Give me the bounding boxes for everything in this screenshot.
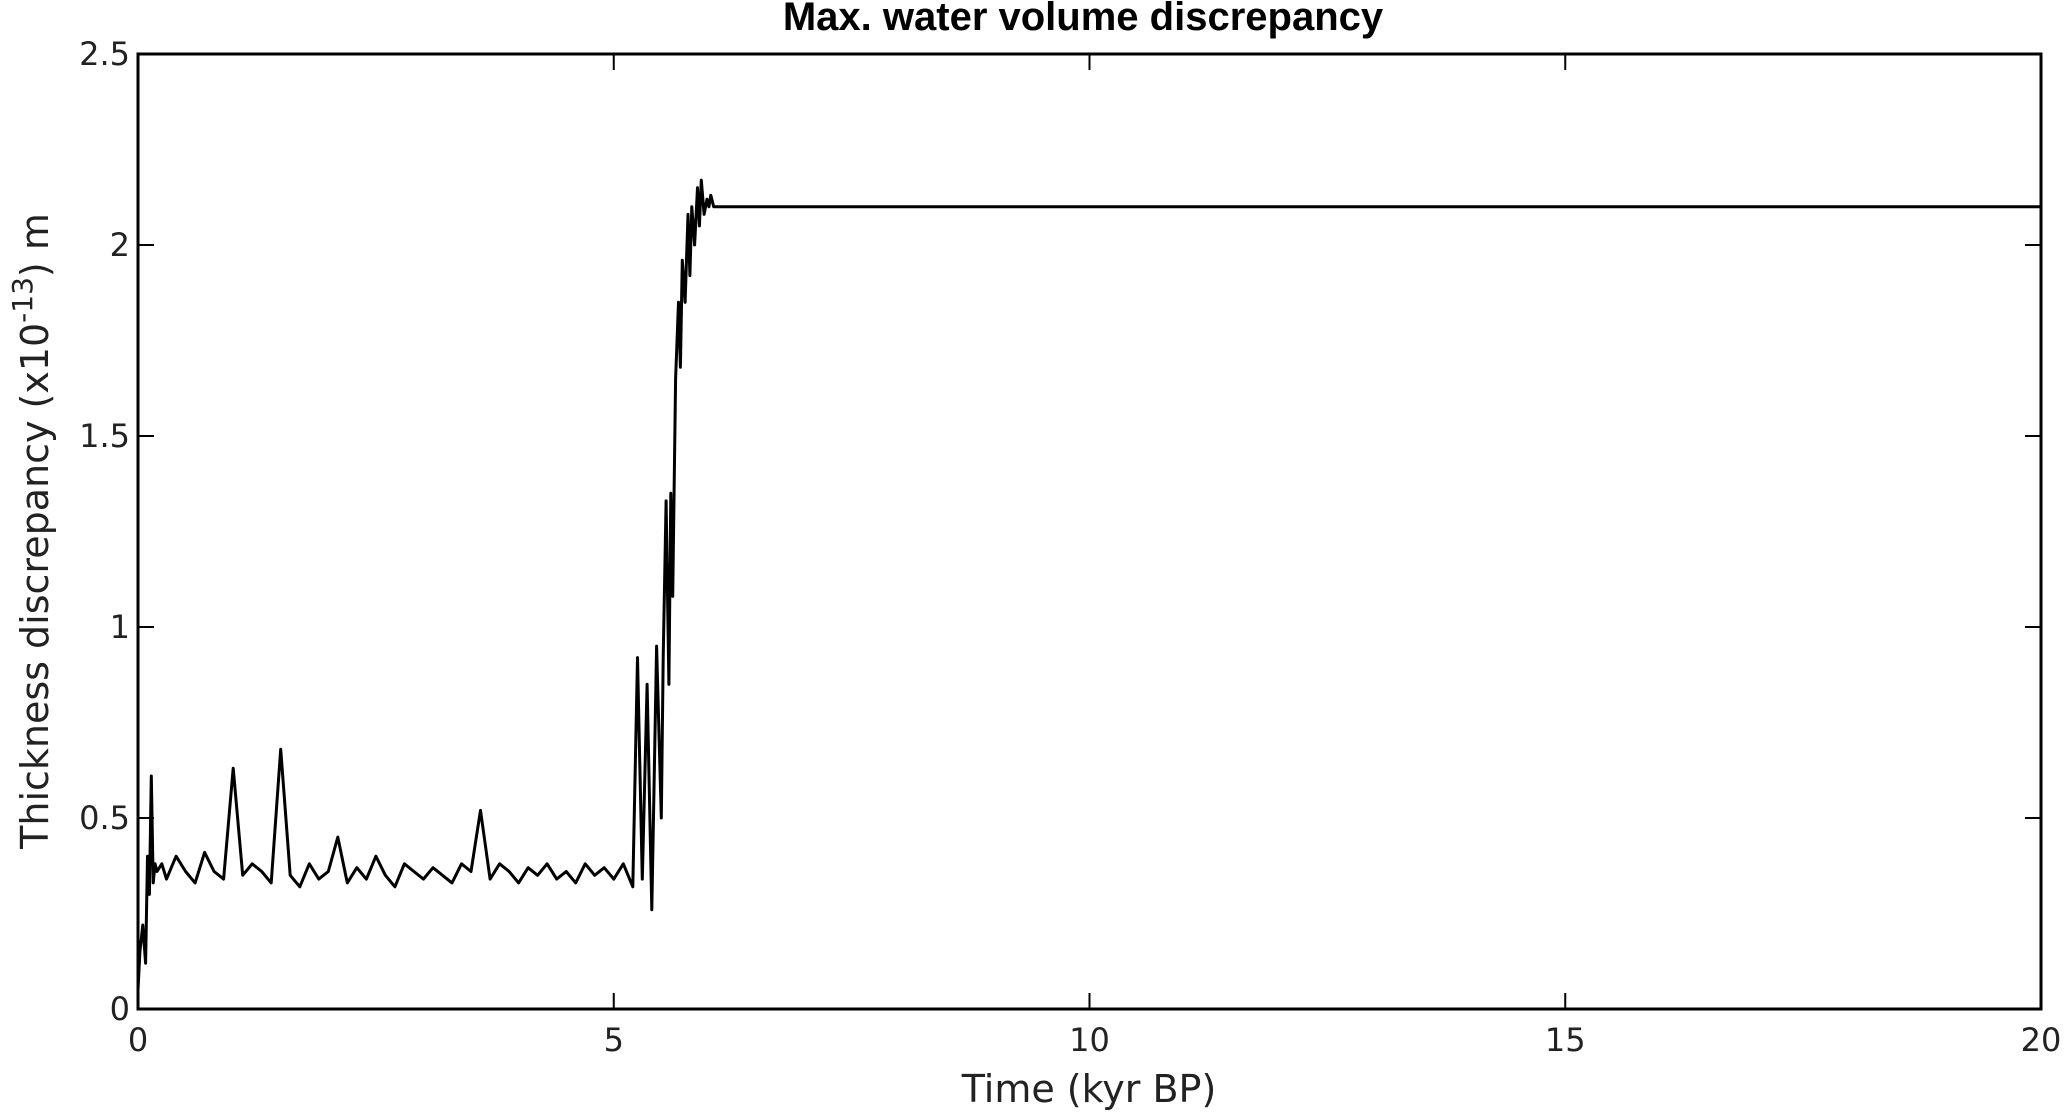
x-tick-label: 20 — [2021, 1021, 2062, 1059]
series-line — [136, 178, 2041, 990]
x-tick-label: 0 — [128, 1021, 148, 1059]
x-tick-label: 10 — [1069, 1021, 1110, 1059]
y-tick-label: 2.5 — [79, 35, 130, 73]
y-axis: 0 0.5 1 1.5 2 2.5 — [79, 35, 2041, 1028]
y-tick-label: 1 — [110, 608, 130, 646]
y-tick-label: 0.5 — [79, 799, 130, 837]
y-tick-label: 1.5 — [79, 417, 130, 455]
y-tick-label: 2 — [110, 226, 130, 264]
y-tick-label: 0 — [110, 990, 130, 1028]
x-tick-label: 5 — [604, 1021, 624, 1059]
x-axis: 0 5 10 15 20 — [128, 54, 2062, 1059]
x-tick-label: 15 — [1545, 1021, 1586, 1059]
y-axis-label-suffix: ) m — [13, 213, 57, 277]
x-axis-label: Time (kyr BP) — [961, 1067, 1217, 1111]
y-axis-label-exponent: -13 — [6, 277, 39, 323]
y-axis-label: Thickness discrepancy (x10-13) m — [6, 213, 57, 850]
y-axis-label-prefix: Thickness discrepancy (x10 — [13, 323, 57, 850]
plot-frame — [136, 52, 2043, 1011]
chart-title: Max. water volume discrepancy — [783, 0, 1384, 39]
